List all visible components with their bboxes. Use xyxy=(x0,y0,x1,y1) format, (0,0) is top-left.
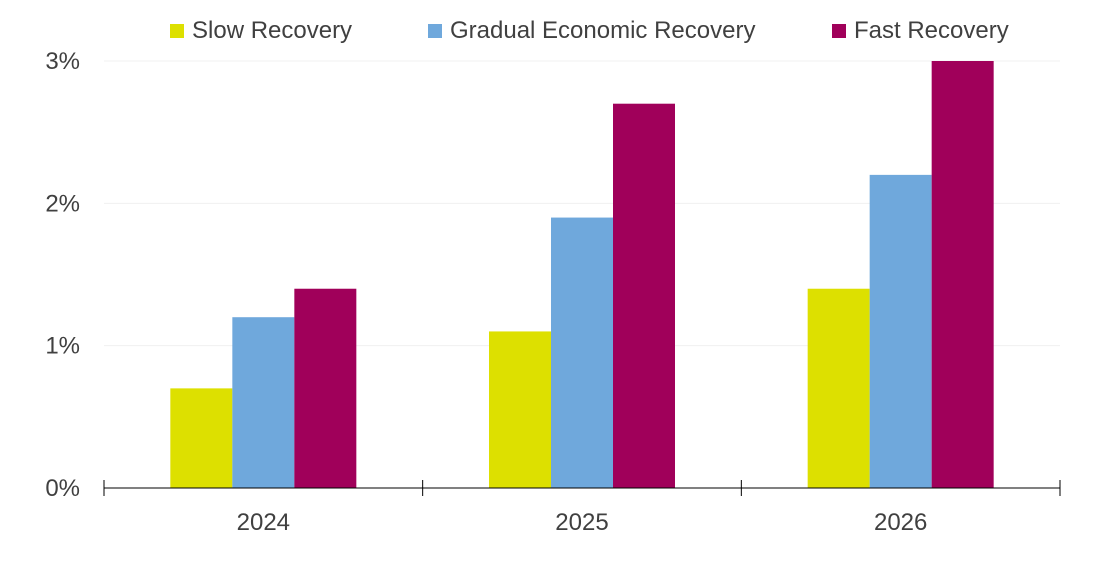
bar xyxy=(170,388,233,488)
legend-swatch-slow-recovery xyxy=(170,24,184,38)
bar xyxy=(551,217,613,489)
bar xyxy=(294,288,357,488)
bar xyxy=(613,103,675,488)
bar xyxy=(931,61,994,488)
legend-label-slow-recovery: Slow Recovery xyxy=(192,17,353,44)
bar xyxy=(489,331,551,488)
legend-item-gradual-recovery: Gradual Economic Recovery xyxy=(428,14,755,48)
legend-label-gradual-recovery: Gradual Economic Recovery xyxy=(450,17,756,44)
x-axis xyxy=(103,480,1061,496)
legend-swatch-gradual-recovery xyxy=(428,24,442,38)
y-axis-ticks: 0% 1% 2% 3% xyxy=(45,48,80,502)
x-axis-labels: 2024 2025 2026 xyxy=(237,509,928,536)
legend-item-fast-recovery: Fast Recovery xyxy=(832,14,1009,48)
legend: Slow Recovery Gradual Economic Recovery … xyxy=(0,14,1108,48)
legend-item-slow-recovery: Slow Recovery xyxy=(170,14,352,48)
y-tick-label: 2% xyxy=(45,190,80,217)
y-tick-label: 3% xyxy=(45,48,80,75)
bar xyxy=(869,174,932,488)
bars xyxy=(170,61,994,489)
y-tick-label: 0% xyxy=(45,475,80,502)
x-tick-label: 2024 xyxy=(237,509,290,536)
x-tick-label: 2026 xyxy=(874,509,927,536)
legend-label-fast-recovery: Fast Recovery xyxy=(854,17,1009,44)
x-tick-label: 2025 xyxy=(555,509,608,536)
bar xyxy=(807,288,870,488)
bar xyxy=(232,317,295,488)
y-tick-label: 1% xyxy=(45,333,80,360)
legend-swatch-fast-recovery xyxy=(832,24,846,38)
